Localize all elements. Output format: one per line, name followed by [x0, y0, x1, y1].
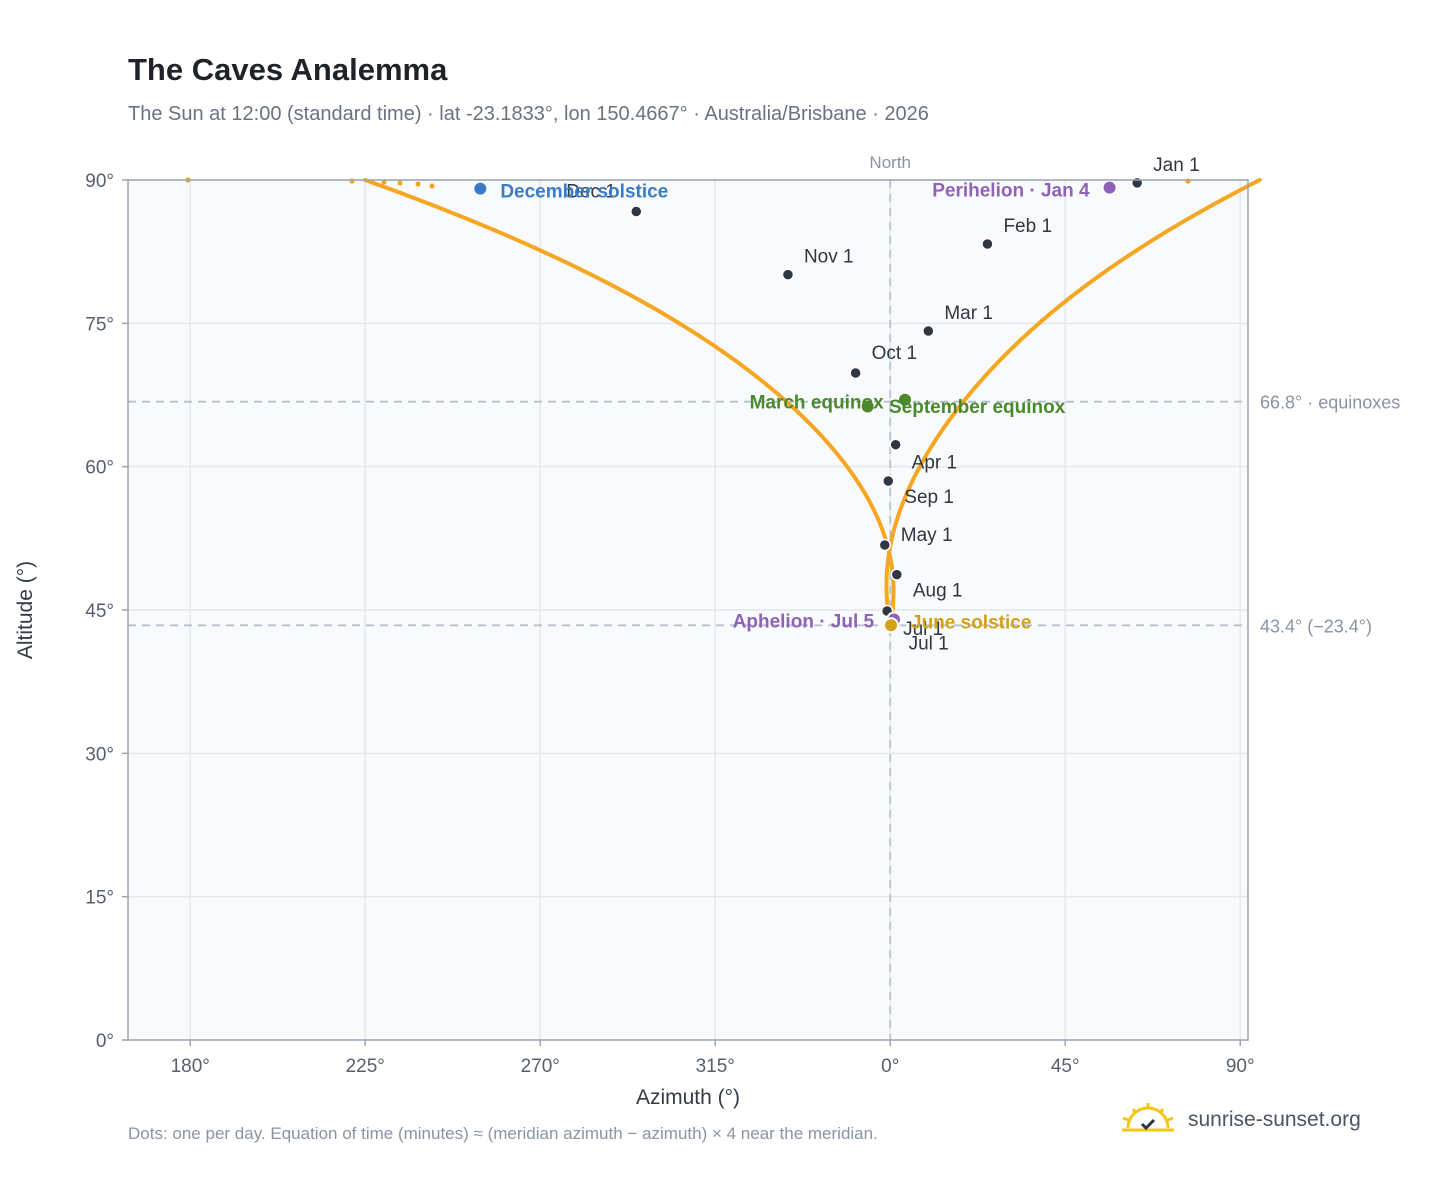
y-tick-label: 30°	[85, 744, 114, 765]
reference-lines: North 66.8° · equinoxes 43.4° (−23.4°)	[128, 153, 1400, 1040]
event-label: September equinox	[889, 397, 1066, 418]
x-tick-label: 180°	[171, 1056, 210, 1077]
event-label: Aphelion · Jul 5	[733, 612, 875, 633]
month-label: Dec 1	[566, 182, 616, 203]
event-label: March equinox	[750, 392, 885, 413]
event-marker	[1101, 179, 1118, 196]
daily-dot	[349, 178, 355, 184]
event-label: December solstice	[500, 182, 668, 203]
month-marker	[890, 568, 904, 581]
chart-title: The Caves Analemma	[128, 52, 448, 87]
month-label: Feb 1	[1003, 216, 1052, 237]
y-axis-label: Altitude (°)	[14, 561, 37, 659]
x-tick-label: 225°	[346, 1056, 385, 1077]
event-marker	[859, 398, 876, 415]
x-tick-label: 45°	[1051, 1056, 1080, 1077]
month-marker	[781, 268, 795, 281]
month-label: May 1	[901, 525, 953, 546]
month-label: Jul 1	[903, 619, 943, 640]
month-marker	[1130, 176, 1144, 190]
daily-dot	[429, 183, 435, 189]
y-tick-label: 60°	[85, 458, 114, 479]
event-marker	[883, 617, 899, 634]
x-tick-label: 90°	[1226, 1056, 1255, 1077]
x-axis-label: Azimuth (°)	[636, 1086, 740, 1109]
reference-line-label: 43.4° (−23.4°)	[1260, 616, 1372, 636]
y-tick-label: 75°	[85, 314, 114, 335]
month-label: Oct 1	[872, 343, 917, 364]
month-label: Apr 1	[912, 453, 957, 474]
month-marker	[981, 237, 994, 251]
event-markers: December solstice Perihelion · Jan 4 March…	[472, 179, 1118, 634]
month-marker	[889, 438, 902, 451]
daily-dot	[415, 181, 421, 187]
month-marker	[882, 474, 895, 488]
footnote: Dots: one per day. Equation of time (min…	[128, 1124, 878, 1143]
y-tick-label: 15°	[85, 888, 114, 909]
month-label: Aug 1	[913, 581, 963, 602]
month-label: Sep 1	[904, 487, 954, 508]
month-label: Mar 1	[944, 303, 993, 324]
x-tick-label: 0°	[881, 1056, 899, 1077]
daily-dot	[1185, 178, 1191, 184]
x-tick-label: 270°	[521, 1056, 560, 1077]
month-label: Jan 1	[1153, 155, 1199, 176]
month-marker	[878, 538, 892, 552]
chart-subtitle: The Sun at 12:00 (standard time) · lat -…	[128, 103, 929, 125]
y-tick-label: 90°	[85, 171, 114, 192]
brand[interactable]: sunrise-sunset.org	[1120, 1102, 1361, 1138]
axes: 180° 225° 270° 315° 0° 45° 90° 0° 15° 30° 45° 60° 75…	[14, 171, 1255, 1109]
event-marker	[472, 180, 489, 197]
event-label: June solstice	[911, 612, 1031, 633]
y-tick-label: 45°	[85, 601, 114, 622]
sunrise-logo-icon	[1122, 1103, 1174, 1132]
y-tick-label: 0°	[96, 1031, 114, 1052]
month-label: Nov 1	[804, 247, 854, 268]
x-tick-label: 315°	[696, 1056, 735, 1077]
north-label: North	[869, 153, 911, 172]
month-marker	[849, 366, 862, 380]
reference-line-label: 66.8° · equinoxes	[1260, 393, 1400, 413]
month-label: Jul 1	[909, 633, 949, 654]
month-marker	[630, 205, 643, 218]
brand-name: sunrise-sunset.org	[1188, 1108, 1361, 1131]
daily-dot	[397, 180, 403, 186]
month-marker	[922, 324, 935, 338]
event-marker	[897, 391, 913, 408]
event-label: Perihelion · Jan 4	[932, 181, 1090, 202]
